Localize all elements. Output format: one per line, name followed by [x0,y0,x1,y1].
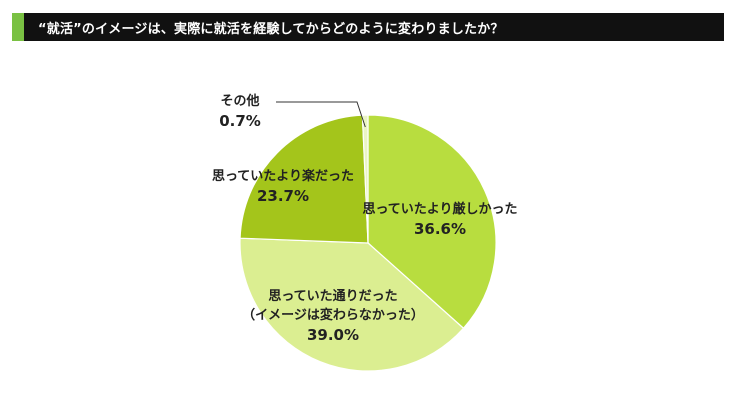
label-harder: 思っていたより厳しかった 36.6% [362,201,517,238]
slice-value-label: 39.0% [307,326,359,344]
label-as-expected: 思っていた通りだった （イメージは変わらなかった） 39.0% [242,288,424,344]
other-leader-line [276,101,366,128]
slice-category-label: 思っていたより厳しかった [362,201,517,217]
slice-other [361,114,369,244]
label-easier: 思っていたより楽だった 23.7% [212,168,354,205]
pie-slices [239,114,497,372]
header-accent [12,13,24,41]
slice-category-label: （イメージは変わらなかった） [242,307,424,323]
slice-harder [367,114,497,330]
slice-category-label: その他 [220,93,259,109]
slice-as-expected [239,237,465,372]
pie-labels: 思っていたより厳しかった 36.6% 思っていた通りだった （イメージは変わらなかった… [212,93,518,344]
slice-category-label: 思っていたより楽だった [212,168,354,184]
label-other: その他 0.7% [219,93,261,130]
chart-title: “就活”のイメージは、実際に就活を経験してからどのように変わりましたか？ [38,21,504,37]
slice-category-label: 思っていた通りだった [268,288,397,304]
header-bar: “就活”のイメージは、実際に就活を経験してからどのように変わりましたか？ [12,13,724,41]
slice-value-label: 23.7% [257,187,309,205]
slice-value-label: 0.7% [219,112,261,130]
slice-value-label: 36.6% [414,220,466,238]
slice-easier [239,114,369,244]
